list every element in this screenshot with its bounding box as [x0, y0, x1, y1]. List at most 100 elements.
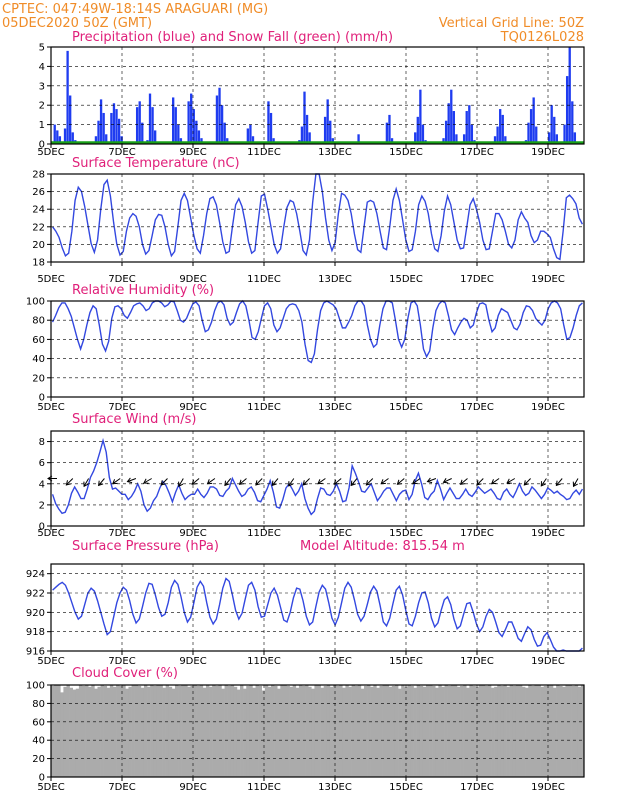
cloud-bar	[78, 685, 83, 777]
cloud-bar	[494, 686, 498, 777]
cloud-bar	[460, 685, 464, 777]
cloud-bar	[540, 686, 545, 777]
wind-arrow	[443, 478, 452, 483]
precip-bar	[300, 126, 304, 144]
cloud-bar	[549, 685, 554, 777]
cloud-bar	[249, 685, 253, 777]
panel-title: Surface Wind (m/s)	[72, 412, 196, 427]
cloud-bar	[463, 685, 467, 777]
x-tick-label: 13DEC	[318, 402, 352, 413]
cloud-bar	[363, 685, 368, 777]
x-tick-label: 17DEC	[460, 782, 494, 793]
x-tick-label: 15DEC	[389, 528, 423, 539]
y-tick-label: 920	[26, 608, 45, 619]
wind-arrow	[191, 478, 200, 485]
cloud-bar	[580, 685, 585, 777]
cloud-bar	[562, 686, 566, 777]
cloud-bar	[277, 688, 281, 777]
cloud-bar	[81, 685, 86, 777]
cloud-bar	[556, 685, 560, 777]
y-tick-label: 20	[32, 373, 45, 384]
x-tick-label: 15DEC	[389, 274, 423, 285]
cloud-bar	[388, 686, 393, 777]
wind-arrow	[271, 478, 279, 486]
precip-bar	[421, 124, 425, 144]
precip-bar	[496, 126, 499, 144]
precip-bar	[272, 138, 275, 144]
cloud-bar	[419, 685, 424, 777]
y-tick-label: 2	[39, 500, 45, 511]
precip-bar	[269, 112, 273, 144]
temperature-panel: Surface Temperature (nC) 18 20 22 24 26 28 5DEC…	[32, 156, 585, 285]
cloud-bar	[302, 685, 306, 777]
precip-bar	[357, 134, 360, 144]
cloud-bar	[72, 689, 77, 777]
precip-bar	[56, 130, 59, 144]
cloud-bar	[140, 687, 145, 777]
x-tick-label: 15DEC	[389, 782, 423, 793]
precip-bar	[535, 126, 538, 144]
precip-bar	[71, 132, 74, 144]
panel-frame	[50, 173, 585, 263]
cloud-bar	[100, 685, 104, 777]
cloud-bar	[134, 685, 139, 777]
cloud-bar	[500, 685, 504, 777]
precip-bar	[442, 138, 445, 144]
precip-bar	[462, 134, 466, 144]
x-tick-label: 5DEC	[37, 782, 64, 793]
cloud-bar	[329, 686, 334, 777]
cloud-bar	[447, 685, 452, 777]
cloud-bar	[503, 685, 507, 777]
cloud-bar	[94, 688, 98, 777]
y-tick-label: 924	[26, 569, 45, 580]
x-tick-label: 11DEC	[247, 274, 281, 285]
cloud-bar	[258, 685, 263, 777]
x-tick-label: 11DEC	[247, 656, 281, 667]
precip-bar	[223, 122, 226, 144]
cloud-bar	[286, 685, 290, 777]
cloud-bar	[553, 687, 557, 777]
cloud-bar	[332, 685, 337, 777]
wind-arrow	[412, 478, 421, 485]
cloud-bar	[137, 685, 142, 777]
wind-arrow	[350, 478, 358, 486]
precip-bar	[468, 105, 471, 144]
cloud-bar	[199, 685, 204, 777]
cloud-bar	[466, 687, 470, 777]
cloud-bar	[354, 685, 359, 777]
cloud-bar	[196, 685, 201, 777]
panel-frame	[50, 46, 585, 145]
x-tick-label: 5DEC	[37, 402, 64, 413]
precip-bar	[218, 87, 221, 144]
x-tick-label: 5DEC	[37, 147, 64, 158]
precip-bar	[455, 134, 458, 144]
cloud-bar	[410, 685, 414, 777]
wind-arrow	[207, 478, 216, 485]
cloud-bar	[311, 688, 315, 777]
cloud-bar	[481, 685, 486, 777]
precip-bar	[110, 112, 113, 144]
cloud-bar	[60, 692, 64, 777]
cloud-bar	[243, 688, 247, 777]
x-tick-label: 15DEC	[389, 656, 423, 667]
wind-arrow	[239, 478, 247, 485]
cloud-bar	[568, 685, 572, 777]
x-tick-label: 7DEC	[108, 656, 135, 667]
precip-bar	[465, 111, 468, 144]
precip-bar	[547, 132, 551, 144]
cloud-bar	[456, 686, 461, 777]
cloud-bar	[221, 688, 225, 777]
precip-bar	[99, 99, 103, 144]
precip-bar	[58, 136, 62, 144]
cloud-bar	[131, 685, 135, 777]
precip-bar	[135, 107, 139, 144]
cloud-bar	[438, 685, 442, 777]
precip-bar	[323, 116, 327, 144]
cloud-bar	[518, 685, 523, 777]
x-tick-label: 5DEC	[37, 274, 64, 285]
cloud-bar	[534, 685, 538, 777]
precip-bar	[215, 95, 219, 144]
x-tick-label: 9DEC	[179, 656, 206, 667]
cloud-bar	[565, 685, 569, 777]
cloud-bar	[546, 685, 551, 777]
